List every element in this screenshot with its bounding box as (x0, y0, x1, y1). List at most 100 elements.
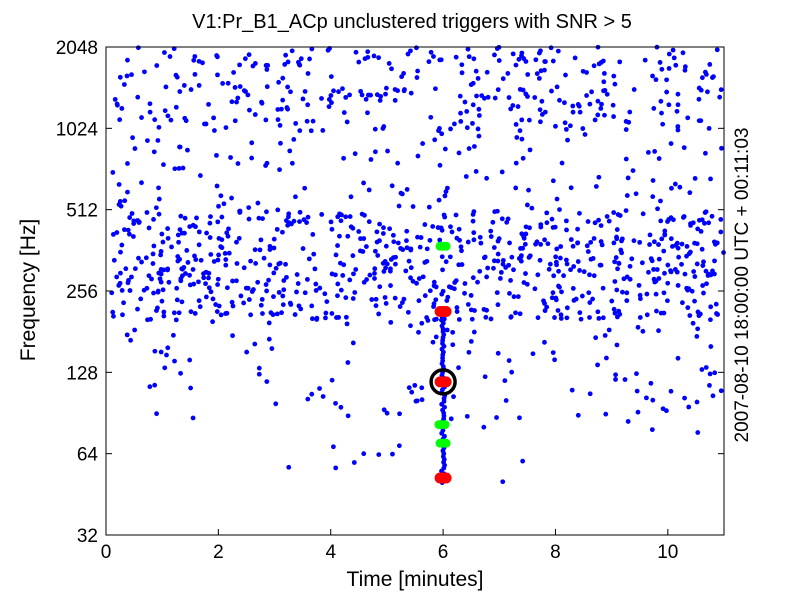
trigger-point (298, 56, 304, 62)
trigger-point (436, 128, 441, 134)
trigger-point (381, 407, 387, 413)
trigger-point (353, 49, 359, 55)
trigger-point (579, 293, 585, 299)
trigger-point (654, 308, 659, 314)
trigger-point (439, 291, 445, 297)
trigger-point (300, 96, 306, 102)
trigger-point (675, 127, 681, 133)
trigger-point (457, 237, 462, 243)
trigger-point (562, 100, 567, 106)
trigger-point (694, 333, 700, 339)
trigger-point (228, 155, 233, 160)
trigger-point (215, 72, 220, 78)
trigger-point (495, 302, 501, 308)
trigger-point (224, 310, 230, 316)
trigger-point (570, 243, 576, 249)
trigger-point (456, 317, 462, 322)
trigger-point (206, 101, 211, 107)
y-tick-label: 512 (66, 201, 98, 222)
trigger-point (468, 338, 474, 344)
trigger-point (249, 140, 255, 146)
trigger-point (679, 261, 684, 267)
trigger-point (492, 95, 498, 101)
trigger-point (685, 305, 691, 311)
trigger-point (538, 222, 544, 227)
event-highlight-circle (429, 368, 457, 396)
trigger-point (500, 479, 506, 485)
trigger-point (305, 214, 311, 220)
trigger-point (211, 259, 217, 264)
y-tick-label: 128 (66, 363, 98, 384)
trigger-point (241, 88, 247, 94)
trigger-point (614, 227, 620, 232)
trigger-point (161, 309, 167, 315)
trigger-point (331, 88, 336, 94)
trigger-point (459, 70, 465, 76)
trigger-point (343, 314, 349, 320)
trigger-point (396, 203, 402, 209)
trigger-point (554, 246, 560, 252)
trigger-point (672, 181, 678, 187)
trigger-point (492, 209, 498, 215)
trigger-point (392, 87, 398, 92)
trigger-point (427, 237, 433, 243)
trigger-point (341, 155, 347, 161)
trigger-point (419, 320, 425, 326)
trigger-point (129, 72, 134, 78)
trigger-point (404, 238, 409, 244)
trigger-point (256, 215, 262, 221)
trigger-point (442, 146, 448, 152)
trigger-point (187, 282, 193, 288)
trigger-point (660, 406, 666, 412)
trigger-point (337, 260, 343, 266)
trigger-point (587, 101, 593, 107)
trigger-point (651, 105, 657, 111)
trigger-point (712, 271, 717, 277)
trigger-point (516, 56, 522, 62)
y-tick-label: 32 (77, 526, 98, 547)
trigger-point (372, 126, 378, 132)
trigger-point (550, 58, 556, 64)
trigger-point (194, 215, 199, 221)
trigger-point (498, 269, 504, 275)
trigger-point (666, 66, 672, 71)
trigger-point (692, 240, 697, 246)
trigger-point (294, 289, 299, 295)
trigger-point (606, 327, 612, 333)
trigger-point (547, 261, 553, 267)
trigger-point (121, 300, 126, 306)
trigger-point (202, 121, 207, 127)
trigger-point (563, 72, 568, 78)
trigger-point (343, 95, 349, 100)
trigger-point (458, 110, 463, 116)
trigger-point (614, 236, 620, 242)
trigger-point (456, 365, 461, 371)
trigger-point (471, 237, 477, 243)
trigger-point (152, 117, 158, 123)
trigger-point (454, 305, 460, 310)
trigger-point (506, 262, 512, 268)
trigger-point (623, 156, 629, 162)
trigger-point (708, 304, 714, 310)
trigger-point (701, 290, 706, 296)
trigger-point (659, 236, 665, 242)
trigger-point (280, 302, 286, 308)
trigger-point (436, 197, 442, 203)
trigger-point (388, 319, 394, 325)
trigger-point (476, 133, 482, 139)
trigger-point (147, 109, 153, 115)
trigger-point (538, 119, 543, 125)
trigger-point (452, 280, 458, 285)
trigger-point (123, 266, 129, 272)
trigger-point (690, 320, 696, 326)
trigger-point (636, 282, 642, 288)
trigger-point (356, 59, 362, 65)
trigger-point (362, 212, 367, 218)
trigger-point (234, 261, 240, 266)
trigger-point (114, 274, 120, 280)
trigger-point (405, 309, 411, 315)
trigger-point (593, 335, 599, 341)
x-tick-label: 2 (213, 542, 224, 563)
trigger-point (529, 205, 535, 211)
trigger-point (125, 161, 130, 166)
